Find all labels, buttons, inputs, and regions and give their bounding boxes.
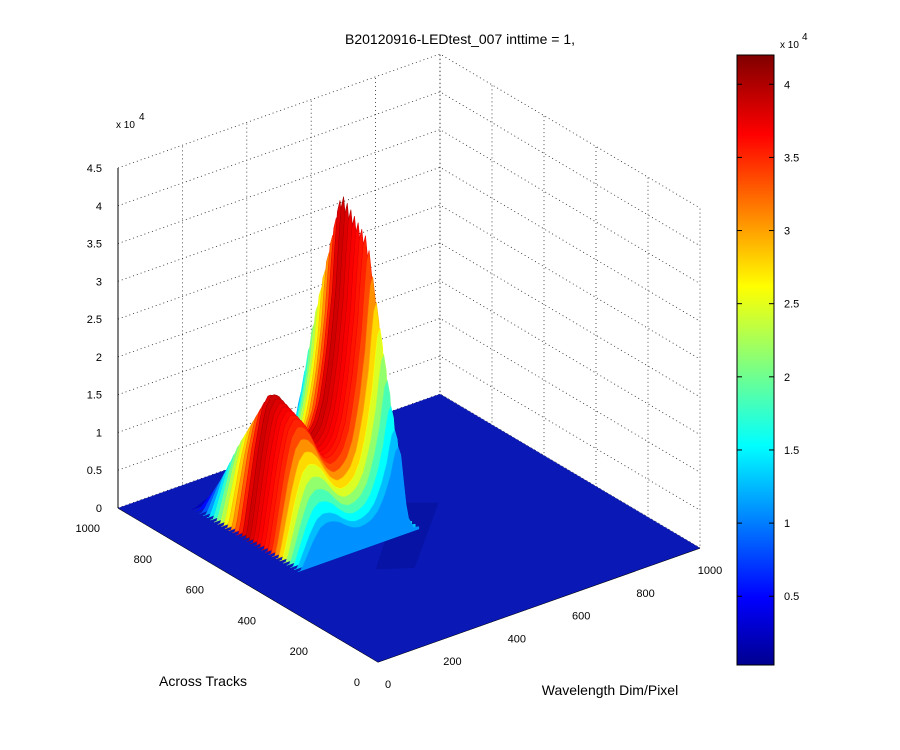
y-gridline <box>325 177 649 632</box>
colorbar-fill <box>736 54 775 666</box>
colorbar-exponent: x 10 <box>780 40 799 51</box>
x-axis-label: Wavelength Dim/Pixel <box>542 682 678 698</box>
z-tick-label: 1.5 <box>87 390 102 402</box>
y-tick-label: 400 <box>238 615 256 627</box>
colorbar-tick-label: 1.5 <box>784 445 799 457</box>
y-axis-label: Across Tracks <box>159 673 247 689</box>
colorbar-tick-label: 1 <box>784 518 790 530</box>
y-gridline <box>273 146 597 601</box>
x-tick-label: 200 <box>443 656 461 668</box>
floor-shadow-feature <box>375 502 439 570</box>
z-tick-label: 3.5 <box>87 239 102 251</box>
surface-mesh <box>192 196 420 573</box>
y-gridline <box>221 115 545 570</box>
z-axis-exponent-power: 4 <box>139 112 145 123</box>
y-gridline <box>117 54 441 509</box>
z-gridline <box>117 242 701 398</box>
colorbar-tick-label: 2 <box>784 372 790 384</box>
z-tick-label: 1 <box>96 427 102 439</box>
tick-labels: 0 0.5 1 1.5 2 2.5 3 3.5 4 4.5 0 200 400 600 800 1000 0 20… <box>76 163 723 691</box>
y-tick-label: 0 <box>354 677 360 689</box>
colorbar-exponent-power: 4 <box>802 32 808 43</box>
z-gridline <box>117 53 701 209</box>
z-gridline <box>117 204 701 360</box>
z-tick-label: 2 <box>96 352 102 364</box>
y-gridline <box>169 84 493 540</box>
x-tick-label: 1000 <box>698 565 722 577</box>
x-tick-label: 600 <box>572 611 590 623</box>
x-tick-label: 400 <box>508 633 526 645</box>
chart-title: B20120916-LEDtest_007 inttime = 1, <box>345 31 575 47</box>
y-tick-label: 600 <box>186 585 204 597</box>
surface-slice <box>297 446 420 573</box>
x-tick-label: 0 <box>385 679 391 691</box>
z-tick-label: 0.5 <box>87 465 102 477</box>
z-tick-label: 4.5 <box>87 163 102 175</box>
z-gridline <box>117 91 701 247</box>
z-tick-label: 3 <box>96 276 102 288</box>
z-gridline <box>117 166 701 322</box>
y-tick-label: 1000 <box>76 523 100 535</box>
z-gridline <box>117 129 701 284</box>
colorbar-tick-label: 0.5 <box>784 591 799 603</box>
colorbar: 0.5 1 1.5 2 2.5 3 3.5 4 x 10 4 <box>736 32 808 666</box>
colorbar-tick-label: 3.5 <box>784 152 799 164</box>
y-gridline <box>377 208 701 663</box>
z-tick-label: 4 <box>96 201 102 213</box>
colorbar-ticks: 0.5 1 1.5 2 2.5 3 3.5 4 <box>737 79 799 603</box>
y-tick-label: 800 <box>134 554 152 566</box>
z-tick-label: 2.5 <box>87 314 102 326</box>
y-tick-label: 200 <box>290 646 308 658</box>
x-tick-label: 800 <box>636 588 654 600</box>
colorbar-tick-label: 3 <box>784 226 790 238</box>
z-axis-exponent: x 10 <box>116 120 135 131</box>
colorbar-tick-label: 4 <box>784 79 790 91</box>
z-tick-label: 0 <box>96 503 102 515</box>
colorbar-tick-label: 2.5 <box>784 299 799 311</box>
